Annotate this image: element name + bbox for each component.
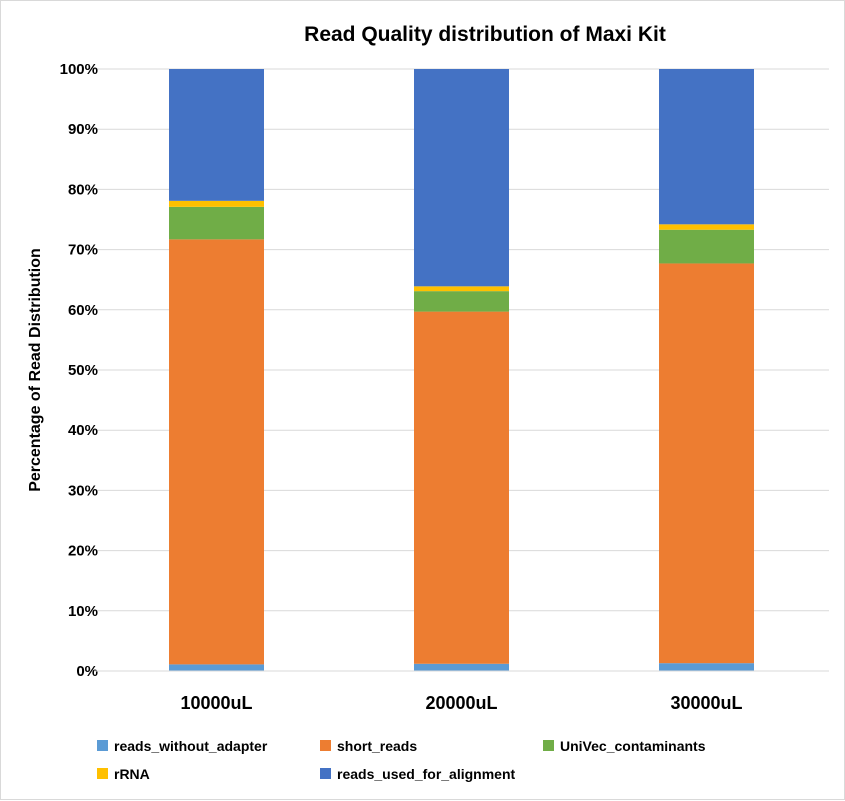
legend: reads_without_adapter short_reads UniVec_c… bbox=[97, 738, 706, 782]
legend-label: reads_without_adapter bbox=[114, 738, 268, 754]
y-tick-label: 30% bbox=[68, 482, 98, 499]
bar-segment-short-reads bbox=[414, 311, 509, 664]
bar-segment-reads-without-adapter bbox=[169, 664, 264, 671]
y-axis-label: Percentage of Read Distribution bbox=[27, 248, 44, 492]
bars bbox=[169, 69, 754, 671]
legend-swatch bbox=[97, 768, 108, 779]
bar-segment-reads-used-for-alignment bbox=[659, 69, 754, 225]
bar-segment-rrna bbox=[414, 286, 509, 292]
y-tick-label: 50% bbox=[68, 362, 98, 379]
legend-swatch bbox=[320, 740, 331, 751]
legend-swatch bbox=[320, 768, 331, 779]
legend-label: UniVec_contaminants bbox=[560, 738, 706, 754]
y-tick-label: 70% bbox=[68, 242, 98, 259]
bar-segment-short-reads bbox=[659, 263, 754, 664]
legend-label: reads_used_for_alignment bbox=[337, 766, 516, 782]
y-tick-label: 40% bbox=[68, 422, 98, 439]
chart-title: Read Quality distribution of Maxi Kit bbox=[304, 23, 666, 46]
bar-segment-reads-used-for-alignment bbox=[414, 69, 509, 287]
bar-segment-rrna bbox=[659, 224, 754, 230]
y-tick-label: 0% bbox=[76, 663, 98, 680]
legend-swatch bbox=[97, 740, 108, 751]
y-axis-ticks: 0% 10% 20% 30% 40% 50% 60% 70% 80% 90% 100% bbox=[60, 61, 98, 680]
y-tick-label: 10% bbox=[68, 603, 98, 620]
x-tick-label: 20000uL bbox=[425, 693, 497, 713]
y-tick-label: 100% bbox=[60, 61, 98, 78]
bar-segment-reads-without-adapter bbox=[414, 663, 509, 671]
legend-label: short_reads bbox=[337, 738, 417, 754]
x-axis-ticks: 10000uL 20000uL 30000uL bbox=[180, 693, 742, 713]
y-tick-label: 90% bbox=[68, 121, 98, 138]
y-tick-label: 60% bbox=[68, 302, 98, 319]
bar-segment-short-reads bbox=[169, 239, 264, 665]
bar-segment-rrna bbox=[169, 200, 264, 207]
bar-segment-univec-contaminants bbox=[169, 206, 264, 240]
y-tick-label: 80% bbox=[68, 181, 98, 198]
bar-segment-univec-contaminants bbox=[414, 291, 509, 312]
legend-swatch bbox=[543, 740, 554, 751]
legend-label: rRNA bbox=[114, 766, 150, 782]
bar-segment-reads-without-adapter bbox=[659, 663, 754, 671]
bar-segment-reads-used-for-alignment bbox=[169, 69, 264, 201]
x-tick-label: 30000uL bbox=[670, 693, 742, 713]
bar-segment-univec-contaminants bbox=[659, 229, 754, 264]
y-tick-label: 20% bbox=[68, 543, 98, 560]
x-tick-label: 10000uL bbox=[180, 693, 252, 713]
